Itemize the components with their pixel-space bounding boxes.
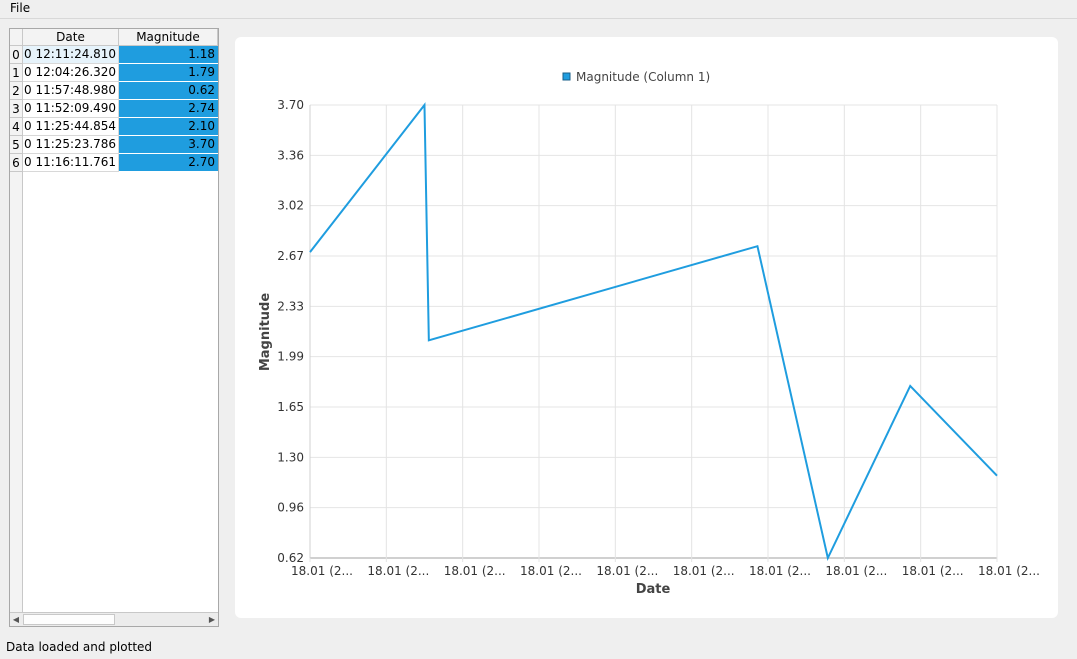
status-bar-text: Data loaded and plotted [6,640,153,654]
x-tick-label: 18.01 (2... [673,564,735,578]
y-tick-label: 1.99 [277,350,304,364]
row-header-area [10,172,23,613]
x-tick-label: 18.01 (2... [902,564,964,578]
menu-bar: File [0,0,1077,19]
series-line [309,102,998,562]
cell-magnitude[interactable]: 2.74 [119,100,218,118]
scrollbar-thumb[interactable] [23,614,115,625]
x-tick-label: 18.01 (2... [444,564,506,578]
cell-magnitude[interactable]: 1.18 [119,46,218,64]
legend-marker [562,72,571,81]
y-tick-label: 3.02 [277,199,304,213]
x-tick-label: 18.01 (2... [596,564,658,578]
y-tick-label: 0.96 [277,501,304,515]
horizontal-scrollbar[interactable]: ◀ ▶ [10,612,218,626]
cell-magnitude[interactable]: 3.70 [119,136,218,154]
menu-file[interactable]: File [10,1,31,15]
x-tick-label: 18.01 (2... [978,564,1040,578]
cell-date[interactable]: 0 11:57:48.980 [23,82,119,100]
cell-date[interactable]: 0 11:25:44.854 [23,118,119,136]
row-header[interactable]: 1 [10,64,23,82]
row-header[interactable]: 0 [10,46,23,64]
column-header-date[interactable]: Date [23,29,119,46]
corner-header[interactable] [10,29,23,46]
cell-date[interactable]: 0 11:52:09.490 [23,100,119,118]
x-tick-label: 18.01 (2... [291,564,353,578]
row-header[interactable]: 4 [10,118,23,136]
scroll-right-icon[interactable]: ▶ [208,615,216,624]
data-table[interactable]: Date Magnitude 0 0 12:11:24.810 1.18 1 0 … [9,28,219,627]
x-axis-title: Date [636,582,671,597]
cell-date[interactable]: 0 11:25:23.786 [23,136,119,154]
y-tick-label: 1.30 [277,450,304,464]
cell-date[interactable]: 0 11:16:11.761 [23,154,119,172]
row-header[interactable]: 6 [10,154,23,172]
y-tick-label: 0.62 [277,551,304,565]
x-tick-label: 18.01 (2... [367,564,429,578]
cell-magnitude[interactable]: 1.79 [119,64,218,82]
y-tick-label: 2.33 [277,299,304,313]
row-header[interactable]: 5 [10,136,23,154]
cell-magnitude[interactable]: 2.10 [119,118,218,136]
cell-magnitude[interactable]: 0.62 [119,82,218,100]
x-tick-label: 18.01 (2... [825,564,887,578]
x-tick-label: 18.01 (2... [520,564,582,578]
y-tick-label: 1.65 [277,400,304,414]
chart-panel: 0.62 0.96 1.30 1.65 1.99 2.33 2.67 3.02 3.36 3.70… [235,37,1058,618]
y-tick-label: 3.36 [277,148,304,162]
cell-date[interactable]: 0 12:11:24.810 [23,46,119,64]
cell-date[interactable]: 0 12:04:26.320 [23,64,119,82]
row-header[interactable]: 2 [10,82,23,100]
column-header-magnitude[interactable]: Magnitude [119,29,218,46]
y-axis-title: Magnitude [258,293,273,372]
line-chart: 0.62 0.96 1.30 1.65 1.99 2.33 2.67 3.02 3.36 3.70… [258,70,1040,597]
row-header[interactable]: 3 [10,100,23,118]
scroll-left-icon[interactable]: ◀ [12,615,20,624]
legend-label: Magnitude (Column 1) [576,70,710,84]
y-tick-label: 3.70 [277,98,304,112]
y-tick-label: 2.67 [277,249,304,263]
cell-magnitude[interactable]: 2.70 [119,154,218,172]
x-tick-label: 18.01 (2... [749,564,811,578]
